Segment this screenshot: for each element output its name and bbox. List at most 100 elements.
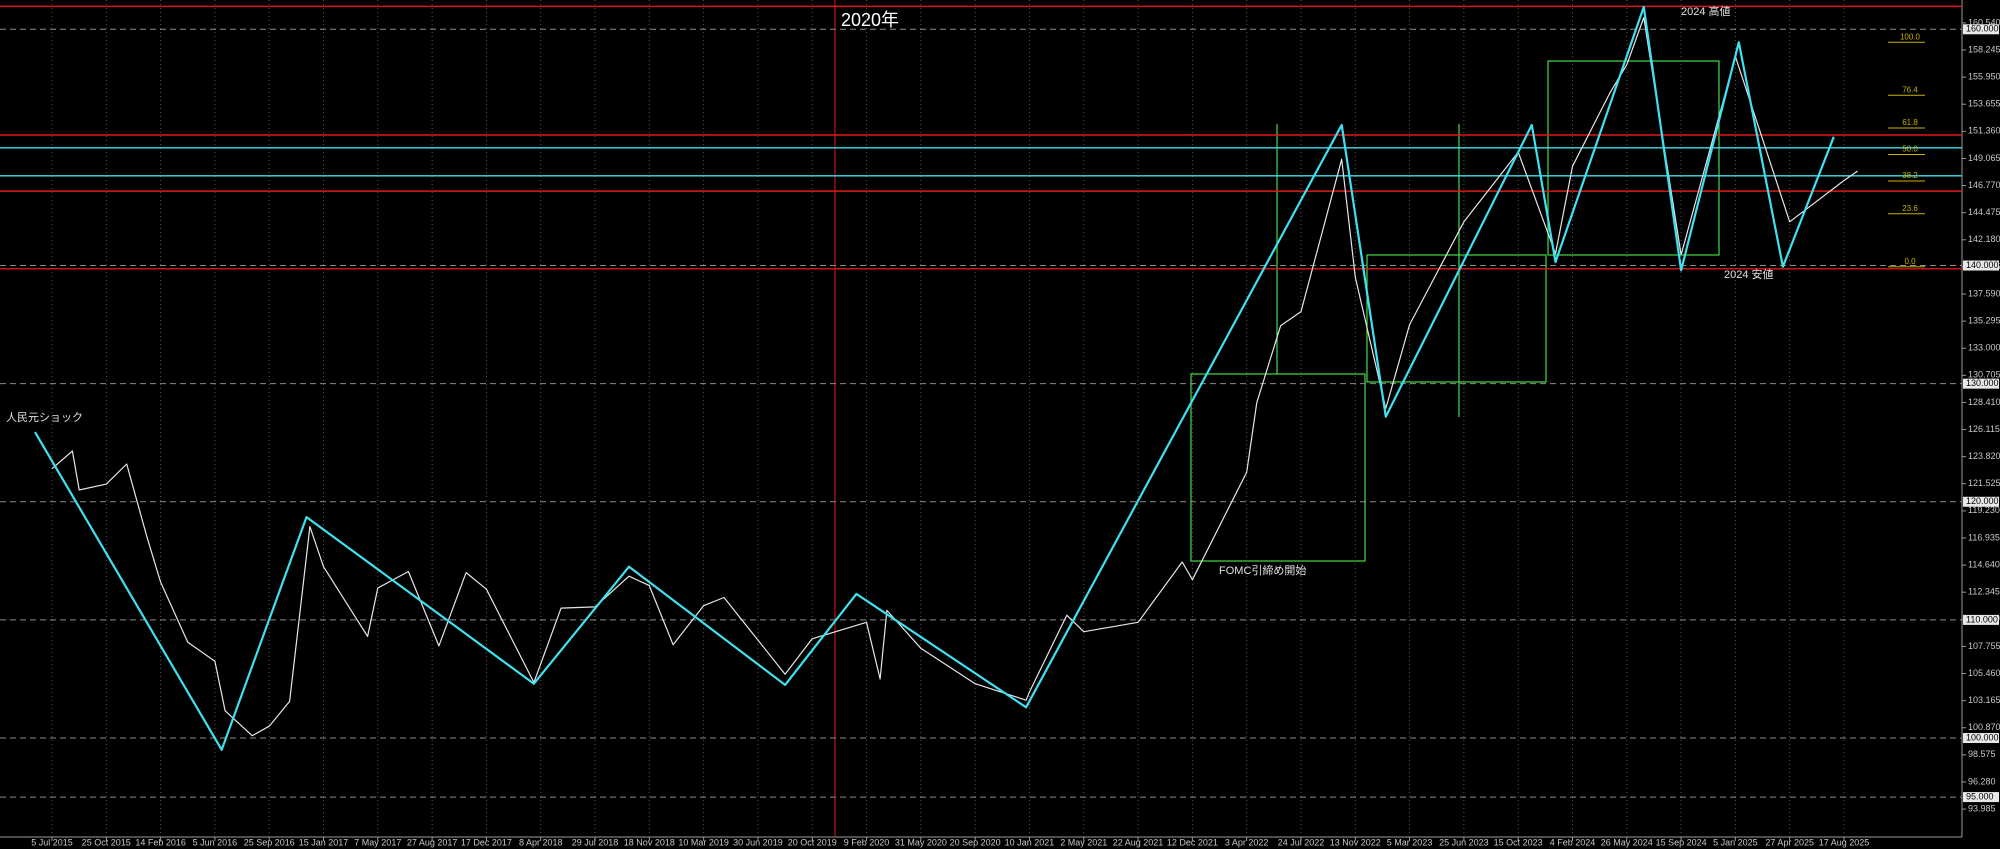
y-tick-label: 151.360 xyxy=(1968,126,2000,136)
y-tick-label: 133.000 xyxy=(1968,343,2000,353)
x-tick-label: 25 Sep 2016 xyxy=(244,837,295,847)
y-tick-label: 146.770 xyxy=(1968,180,2000,190)
fib-label: 76.4 xyxy=(1902,85,1918,94)
price-tag-label: 100.000 xyxy=(1966,732,1999,742)
x-tick-label: 27 Apr 2025 xyxy=(1765,837,1814,847)
price-tag xyxy=(1963,260,1999,271)
y-tick-label: 112.345 xyxy=(1968,587,2000,597)
x-tick-label: 18 Nov 2018 xyxy=(624,837,675,847)
price-tag xyxy=(1963,378,1999,389)
x-tick-label: 22 Aug 2021 xyxy=(1113,837,1164,847)
x-tick-label: 5 Mar 2023 xyxy=(1387,837,1433,847)
y-tick-label: 126.115 xyxy=(1968,424,2000,434)
x-tick-label: 2 May 2021 xyxy=(1060,837,1107,847)
price-tag xyxy=(1963,24,1999,35)
range-box xyxy=(1190,373,1366,562)
x-tick-label: 25 Oct 2015 xyxy=(82,837,131,847)
y-tick-label: 155.950 xyxy=(1968,72,2000,82)
y-tick-label: 135.295 xyxy=(1968,315,2000,325)
fib-label: 61.8 xyxy=(1902,118,1918,127)
price-tag-label: 140.000 xyxy=(1966,260,1999,270)
y-tick-label: 107.755 xyxy=(1968,641,2000,651)
fib-label: 0.0 xyxy=(1904,257,1916,266)
price-tag xyxy=(1963,496,1999,507)
price-tag-label: 110.000 xyxy=(1966,614,1998,624)
plot xyxy=(34,5,1925,751)
y-tick-label: 160.540 xyxy=(1968,17,2000,27)
x-tick-label: 12 Dec 2021 xyxy=(1167,837,1218,847)
price-tag-label: 160.000 xyxy=(1966,24,1999,34)
grid xyxy=(51,0,1966,841)
y-tick-label: 153.655 xyxy=(1968,99,2000,109)
price-tag xyxy=(1963,614,1999,625)
price-line xyxy=(51,16,1858,737)
x-tick-label: 20 Oct 2019 xyxy=(788,837,837,847)
annotation: FOMC引締め開始 xyxy=(1219,563,1306,577)
y-tick-label: 142.180 xyxy=(1968,234,2000,244)
range-box xyxy=(1366,254,1547,383)
x-tick-label: 27 Aug 2017 xyxy=(407,837,458,847)
x-tick-label: 4 Feb 2024 xyxy=(1550,837,1596,847)
annotation: 2024 高値 xyxy=(1681,4,1731,18)
x-tick-label: 10 Jan 2021 xyxy=(1005,837,1055,847)
y-tick-label: 130.705 xyxy=(1968,370,2000,380)
price-tag xyxy=(1963,792,1999,803)
x-tick-label: 29 Jul 2018 xyxy=(572,837,619,847)
y-tick-label: 98.575 xyxy=(1968,749,1996,759)
y-tick-label: 121.525 xyxy=(1968,478,2000,488)
price-tag-label: 95.000 xyxy=(1966,791,1994,801)
y-tick-label: 114.640 xyxy=(1968,559,2000,569)
fib-label: 38.2 xyxy=(1902,171,1918,180)
fib-label: 50.0 xyxy=(1902,145,1918,154)
y-tick-label: 116.935 xyxy=(1968,532,2000,542)
x-tick-label: 7 May 2017 xyxy=(354,837,401,847)
y-tick-label: 119.230 xyxy=(1968,505,2000,515)
x-tick-label: 15 Sep 2024 xyxy=(1656,837,1707,847)
y-tick-label: 96.280 xyxy=(1968,776,1996,786)
x-tick-label: 14 Feb 2016 xyxy=(135,837,186,847)
fib-label: 23.6 xyxy=(1902,204,1918,213)
y-tick-label: 103.165 xyxy=(1968,695,2000,705)
x-tick-label: 5 Jan 2025 xyxy=(1713,837,1758,847)
y-tick-label: 158.245 xyxy=(1968,44,2000,54)
range-box xyxy=(1547,60,1720,256)
x-tick-label: 10 Mar 2019 xyxy=(678,837,729,847)
y-tick-label: 128.410 xyxy=(1968,397,2000,407)
x-tick-label: 15 Oct 2023 xyxy=(1494,837,1543,847)
x-tick-label: 5 Jun 2016 xyxy=(193,837,238,847)
chart-title: 2020年 xyxy=(841,10,899,30)
y-tick-label: 144.475 xyxy=(1968,207,2000,217)
x-tick-label: 26 May 2024 xyxy=(1601,837,1653,847)
annotation: 人民元ショック xyxy=(6,411,83,424)
y-tick-label: 93.985 xyxy=(1968,803,1996,813)
x-tick-label: 15 Jan 2017 xyxy=(299,837,349,847)
labels: 5 Jul 2015 25 Oct 2015 14 Feb 2016 5 Jun 20… xyxy=(6,4,2000,847)
y-tick-label: 100.870 xyxy=(1968,722,2000,732)
x-tick-label: 30 Jun 2019 xyxy=(733,837,783,847)
x-tick-label: 5 Jul 2015 xyxy=(31,837,73,847)
x-tick-label: 13 Nov 2022 xyxy=(1330,837,1381,847)
price-tag-label: 120.000 xyxy=(1966,496,1999,506)
x-tick-label: 8 Apr 2018 xyxy=(519,837,563,847)
y-tick-label: 149.065 xyxy=(1968,153,2000,163)
x-tick-label: 17 Aug 2025 xyxy=(1819,837,1870,847)
x-tick-label: 25 Jun 2023 xyxy=(1439,837,1489,847)
price-tag-label: 130.000 xyxy=(1966,378,1999,388)
fib-label: 100.0 xyxy=(1900,32,1921,41)
annotation: 2024 安値 xyxy=(1724,267,1774,281)
x-tick-label: 9 Feb 2020 xyxy=(844,837,890,847)
y-tick-label: 123.820 xyxy=(1968,451,2000,461)
x-tick-label: 24 Jul 2022 xyxy=(1278,837,1325,847)
y-tick-label: 105.460 xyxy=(1968,668,2000,678)
y-tick-label: 137.590 xyxy=(1968,288,2000,298)
x-tick-label: 17 Dec 2017 xyxy=(461,837,512,847)
zigzag-line xyxy=(34,5,1835,751)
price-tag xyxy=(1963,733,1999,744)
x-tick-label: 31 May 2020 xyxy=(895,837,947,847)
x-tick-label: 3 Apr 2022 xyxy=(1225,837,1269,847)
x-tick-label: 20 Sep 2020 xyxy=(950,837,1001,847)
